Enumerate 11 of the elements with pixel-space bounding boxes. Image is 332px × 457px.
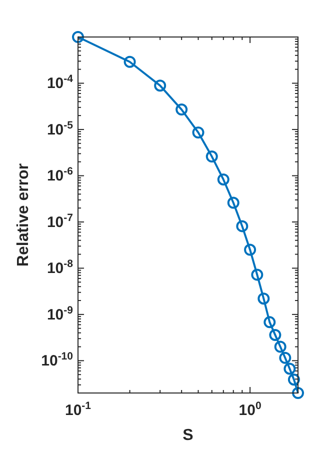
y-tick-label: 10$^{-5}$: [46, 119, 74, 138]
y-tick-label: 10$^{-4}$: [46, 73, 74, 92]
x-axis-title: S: [182, 427, 194, 444]
y-axis-title: Relative error: [15, 163, 32, 267]
y-tick-label: 10$^{-6}$: [46, 166, 74, 185]
x-tick-label: 10$^{-1}$: [64, 400, 92, 419]
x-tick-label: 10$^{0}$: [238, 400, 262, 419]
y-tick-label: 10$^{-8}$: [46, 258, 74, 278]
y-tick-label: 10$^{-10}$: [41, 350, 74, 370]
y-tick-label: 10$^{-7}$: [46, 212, 74, 231]
y-tick-label: 10$^{-9}$: [46, 304, 74, 324]
